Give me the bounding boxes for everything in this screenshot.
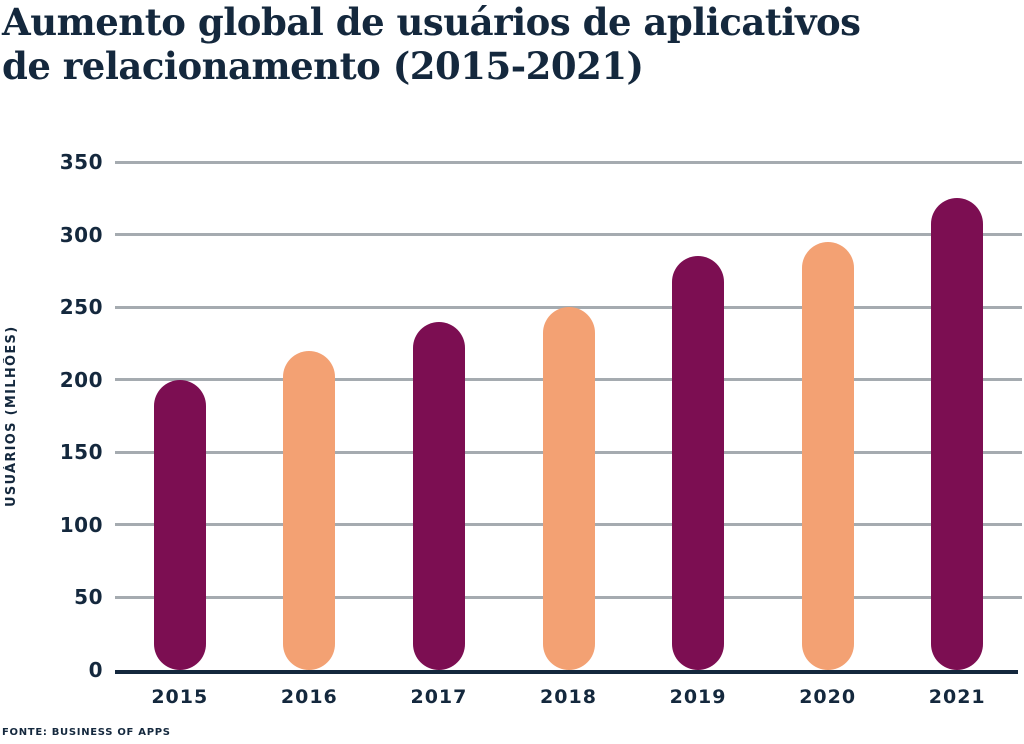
y-tick-label-200: 200 (59, 367, 103, 392)
x-tick-label-2017: 2017 (410, 686, 468, 708)
x-axis-line (115, 670, 1018, 674)
x-tick-label-2016: 2016 (280, 686, 338, 708)
y-tick-label-300: 300 (59, 222, 103, 247)
y-tick-label-50: 50 (74, 585, 103, 610)
x-tick-label-2015: 2015 (151, 686, 209, 708)
x-tick-label-2020: 2020 (799, 686, 857, 708)
bar-2019 (672, 256, 725, 670)
chart-title: Aumento global de usuários de aplicativo… (2, 0, 861, 88)
bar-2016 (283, 350, 336, 670)
y-tick-label-250: 250 (59, 295, 103, 320)
chart-title-line-1: Aumento global de usuários de aplicativo… (2, 0, 861, 44)
bar-2017 (412, 321, 465, 670)
gridline-250 (115, 305, 1022, 309)
bar-2015 (153, 379, 206, 670)
plot-area: 0 50 100 150 200 250 300 350 2015 2016 2017 2018 201… (60, 150, 1022, 708)
x-tick-label-2021: 2021 (928, 686, 986, 708)
x-tick-label-2018: 2018 (540, 686, 597, 708)
bar-2018 (542, 307, 595, 670)
bar-2020 (801, 241, 854, 670)
y-tick-label-150: 150 (59, 440, 103, 465)
y-tick-label-100: 100 (59, 512, 103, 537)
chart-title-line-2: de relacionamento (2015-2021) (2, 44, 644, 88)
y-tick-label-0: 0 (88, 658, 103, 682)
y-axis-title: USUÁRIOS (MILHÕES) (4, 325, 19, 507)
source-note: FONTE: BUSINESS OF APPS (2, 727, 171, 738)
gridline-300 (115, 233, 1022, 237)
y-tick-label-350: 350 (59, 150, 103, 174)
x-tick-label-2019: 2019 (669, 686, 727, 708)
gridline-350 (115, 160, 1022, 164)
bar-2021 (931, 198, 984, 670)
